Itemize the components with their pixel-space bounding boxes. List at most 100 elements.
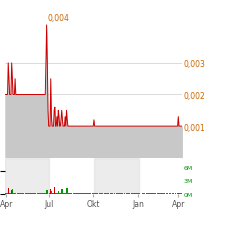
Bar — [53, 193, 54, 194]
Bar — [61, 190, 62, 194]
Bar — [104, 193, 105, 194]
Bar — [76, 193, 77, 194]
Bar — [164, 193, 165, 194]
Bar — [159, 193, 160, 194]
Bar — [122, 193, 123, 194]
Bar — [56, 193, 57, 194]
Bar — [26, 193, 27, 194]
Bar — [127, 193, 128, 194]
Bar — [78, 193, 79, 194]
Bar — [38, 193, 39, 194]
Bar — [107, 193, 108, 194]
Bar — [8, 188, 9, 194]
Bar — [58, 191, 59, 194]
Bar — [51, 191, 52, 194]
Bar — [29, 193, 30, 194]
Bar — [133, 193, 134, 194]
Bar — [105, 193, 106, 194]
Bar — [9, 193, 10, 194]
Bar — [49, 193, 50, 194]
Bar — [14, 193, 15, 194]
Bar — [114, 193, 115, 194]
Bar — [73, 193, 74, 194]
Bar — [17, 193, 18, 194]
Bar — [155, 193, 156, 194]
Bar — [12, 189, 13, 194]
Bar — [117, 193, 118, 194]
Bar — [118, 193, 119, 194]
Bar — [62, 189, 63, 194]
Bar — [5, 193, 6, 194]
Bar — [174, 193, 175, 194]
Bar — [37, 193, 38, 194]
Bar — [80, 193, 81, 194]
Bar — [110, 193, 111, 194]
Bar — [112, 193, 113, 194]
Bar — [21, 193, 22, 194]
Bar — [77, 193, 78, 194]
Bar — [152, 193, 153, 194]
Bar — [161, 193, 162, 194]
Bar — [97, 193, 98, 194]
Bar — [157, 193, 158, 194]
Bar — [18, 193, 19, 194]
Bar — [138, 193, 139, 194]
Bar — [79, 193, 80, 194]
Bar — [143, 193, 144, 194]
Bar — [5, 158, 49, 194]
Bar — [94, 158, 138, 194]
Bar — [170, 193, 171, 194]
Bar — [83, 193, 84, 194]
Bar — [163, 193, 164, 194]
Bar — [144, 193, 145, 194]
Bar — [47, 190, 48, 194]
Bar — [31, 193, 32, 194]
Bar — [121, 193, 122, 194]
Bar — [50, 189, 51, 194]
Bar — [167, 193, 168, 194]
Bar — [101, 193, 102, 194]
Bar — [179, 193, 180, 194]
Bar — [86, 193, 87, 194]
Bar — [154, 193, 155, 194]
Bar — [178, 193, 179, 194]
Bar — [33, 193, 34, 194]
Bar — [54, 188, 55, 194]
Bar — [70, 193, 71, 194]
Bar — [67, 193, 68, 194]
Bar — [158, 193, 159, 194]
Bar — [69, 193, 70, 194]
Bar — [42, 193, 43, 194]
Bar — [93, 193, 94, 194]
Bar — [7, 193, 8, 194]
Bar — [25, 193, 26, 194]
Bar — [149, 193, 150, 194]
Bar — [108, 193, 109, 194]
Bar — [57, 193, 58, 194]
Bar — [66, 188, 67, 194]
Bar — [68, 193, 69, 194]
Bar — [81, 193, 82, 194]
Bar — [96, 193, 97, 194]
Bar — [59, 193, 60, 194]
Bar — [32, 193, 33, 194]
Bar — [124, 193, 125, 194]
Bar — [40, 193, 41, 194]
Bar — [162, 193, 163, 194]
Bar — [146, 193, 147, 194]
Bar — [34, 193, 35, 194]
Bar — [11, 190, 12, 194]
Bar — [74, 193, 75, 194]
Bar — [135, 193, 136, 194]
Bar — [137, 193, 138, 194]
Bar — [84, 193, 85, 194]
Bar — [147, 193, 148, 194]
Bar — [132, 193, 133, 194]
Bar — [65, 191, 66, 194]
Bar — [166, 193, 167, 194]
Bar — [95, 193, 96, 194]
Bar — [19, 193, 20, 194]
Bar — [63, 193, 64, 194]
Bar — [15, 193, 16, 194]
Bar — [113, 193, 114, 194]
